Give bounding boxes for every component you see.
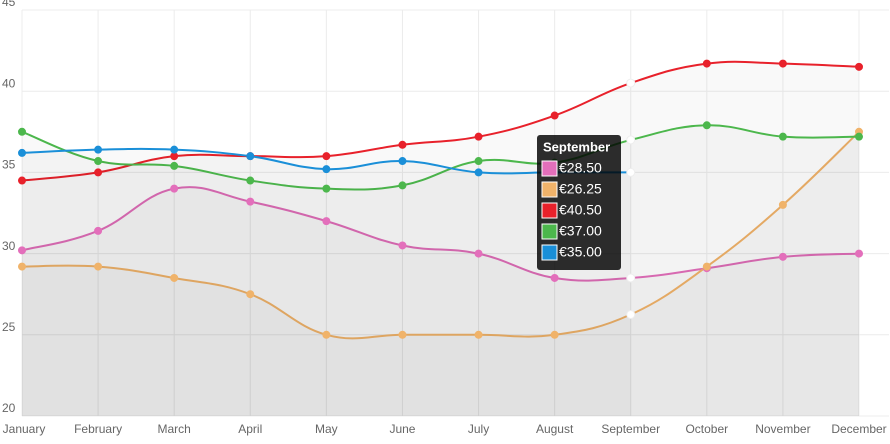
- x-tick-label: July: [468, 422, 489, 436]
- point: [94, 168, 103, 177]
- x-tick-label: September: [601, 422, 660, 436]
- x-tick-label: April: [238, 422, 262, 436]
- tooltip-swatch: [541, 181, 558, 198]
- x-tick-label: November: [755, 422, 810, 436]
- tooltip-box: [537, 135, 621, 270]
- point: [170, 152, 179, 161]
- tooltip-label: €26.25: [559, 181, 602, 197]
- point: [626, 78, 636, 88]
- point: [246, 176, 255, 185]
- point: [94, 262, 103, 271]
- tooltip-label: €40.50: [559, 202, 602, 218]
- point: [626, 310, 636, 319]
- point: [702, 262, 711, 271]
- x-tick-label: August: [536, 422, 574, 436]
- point: [778, 132, 787, 141]
- point: [398, 181, 407, 190]
- point: [94, 226, 103, 235]
- point: [778, 252, 787, 261]
- x-tick-label: February: [74, 422, 122, 436]
- y-tick-label: 25: [2, 320, 16, 334]
- x-tick-label: January: [3, 422, 46, 436]
- point: [170, 273, 179, 282]
- tooltip-title: September: [543, 139, 610, 154]
- point: [626, 167, 636, 177]
- point: [398, 140, 407, 149]
- tooltip-swatch: [541, 202, 558, 219]
- point: [322, 165, 331, 174]
- point: [246, 290, 255, 299]
- point: [550, 273, 559, 282]
- y-tick-label: 30: [2, 239, 16, 253]
- point: [778, 59, 787, 68]
- point: [322, 152, 331, 161]
- point: [702, 121, 711, 130]
- point: [18, 262, 26, 271]
- x-tick-label: March: [158, 422, 191, 436]
- point: [18, 127, 26, 136]
- point: [550, 330, 559, 339]
- point: [474, 330, 483, 339]
- point: [18, 176, 26, 185]
- point: [94, 157, 103, 166]
- point: [778, 200, 787, 209]
- point: [626, 135, 636, 145]
- point: [246, 152, 255, 161]
- tooltip-label: €37.00: [559, 223, 602, 239]
- tooltip-swatch: [541, 223, 558, 240]
- x-tick-label: May: [315, 422, 338, 436]
- point: [398, 330, 407, 339]
- point: [246, 197, 255, 206]
- point: [398, 241, 407, 250]
- point: [855, 249, 863, 258]
- point: [398, 157, 407, 166]
- point: [170, 145, 179, 154]
- point: [474, 132, 483, 141]
- y-tick-label: 20: [2, 401, 16, 415]
- x-tick-label: June: [389, 422, 415, 436]
- x-tick-label: December: [831, 422, 886, 436]
- point: [855, 62, 863, 71]
- point: [94, 145, 103, 154]
- point: [322, 184, 331, 193]
- tooltip: September €28.50 €26.25 €40.50 €37.00 €35.00: [537, 135, 621, 270]
- point: [855, 132, 863, 141]
- point: [18, 246, 26, 255]
- y-tick-label: 45: [2, 0, 16, 9]
- tooltip-swatch: [541, 244, 558, 261]
- point: [170, 184, 179, 193]
- y-tick-label: 35: [2, 158, 16, 172]
- point: [550, 111, 559, 120]
- x-tick-label: October: [685, 422, 728, 436]
- tooltip-label: €35.00: [559, 244, 602, 260]
- point: [322, 330, 331, 339]
- point: [474, 249, 483, 258]
- series-line: [21, 60, 860, 182]
- point: [702, 59, 711, 68]
- point: [626, 273, 636, 283]
- point: [474, 168, 483, 177]
- point: [474, 157, 483, 166]
- point: [322, 217, 331, 226]
- tooltip-swatch: [541, 160, 558, 177]
- y-tick-label: 40: [2, 76, 16, 90]
- point: [170, 161, 179, 170]
- series-line: [21, 124, 860, 191]
- point: [18, 148, 26, 157]
- tooltip-label: €28.50: [559, 160, 602, 176]
